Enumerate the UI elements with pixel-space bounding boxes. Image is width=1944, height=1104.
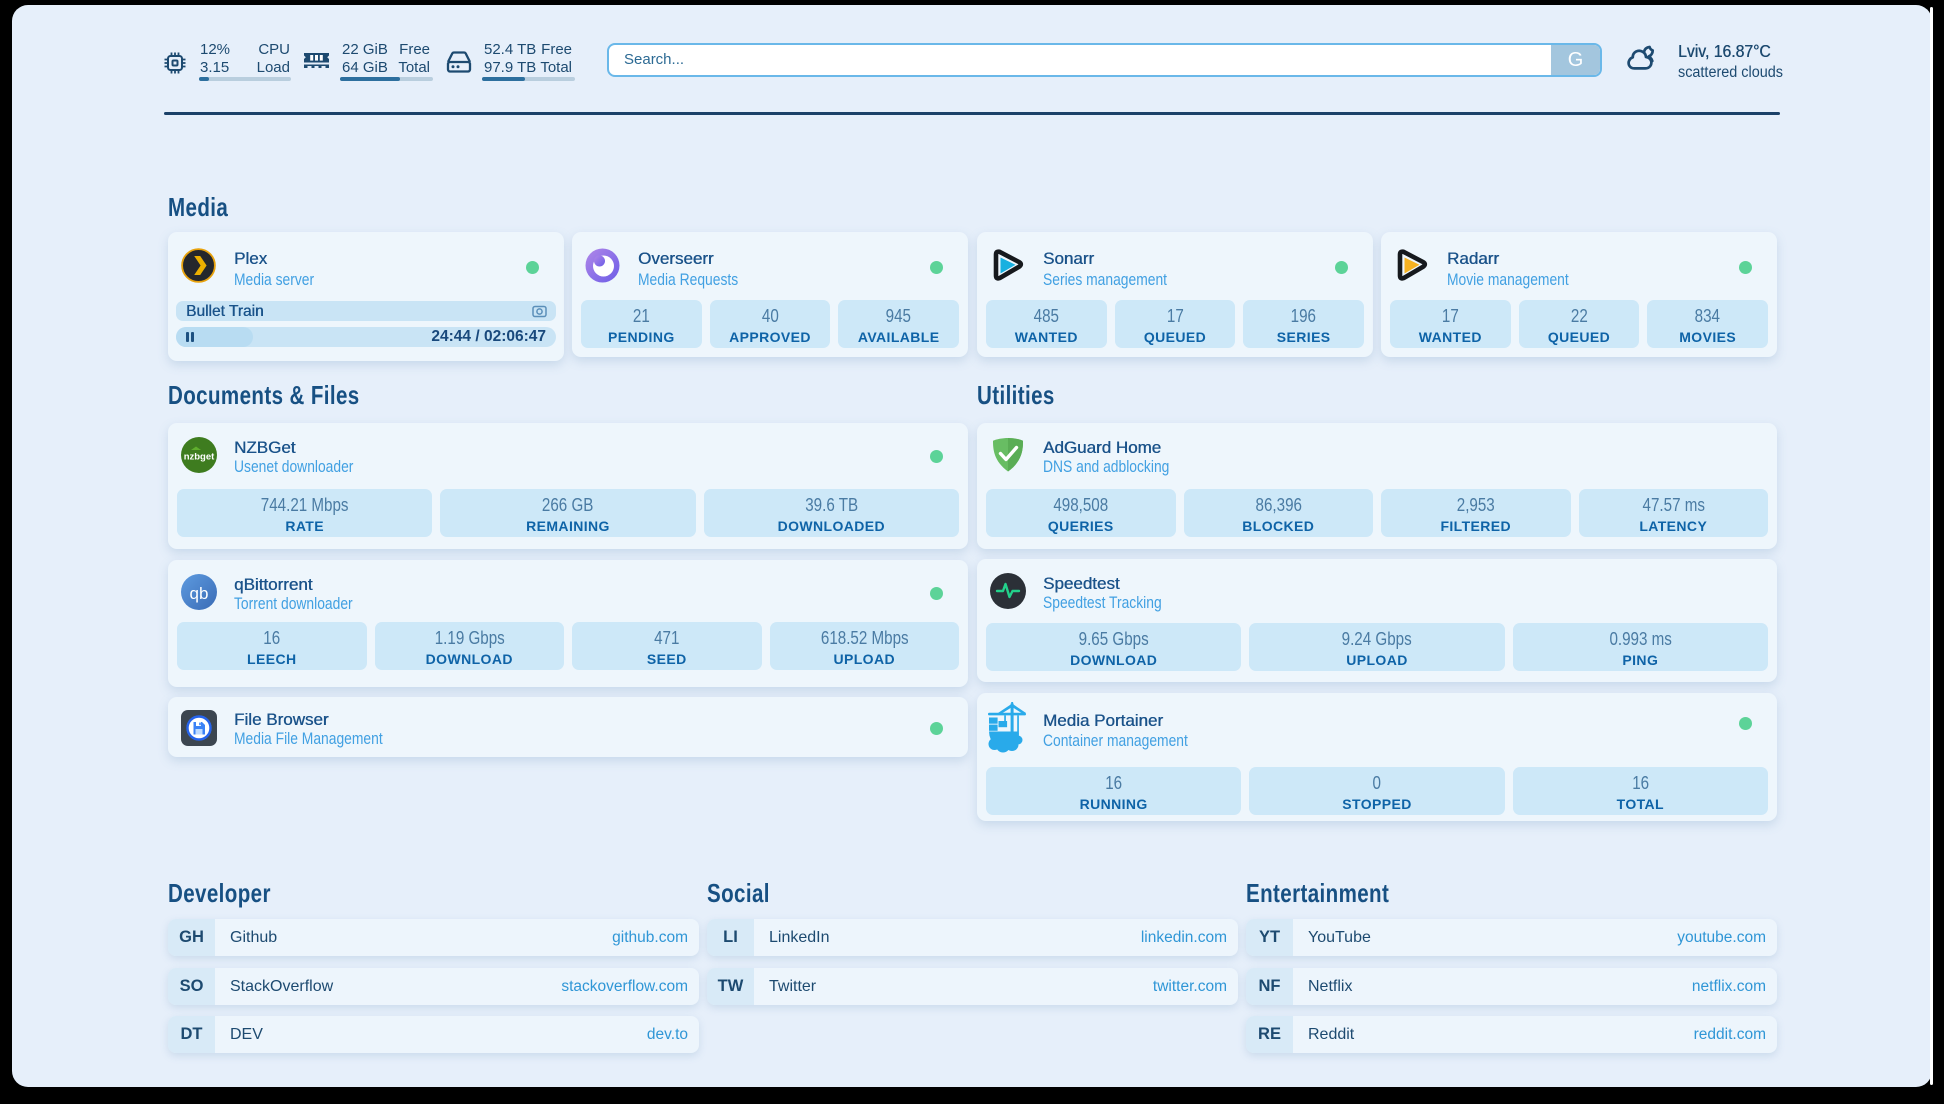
svg-text:nzbget: nzbget: [184, 452, 215, 463]
svg-text:qb: qb: [190, 584, 209, 603]
